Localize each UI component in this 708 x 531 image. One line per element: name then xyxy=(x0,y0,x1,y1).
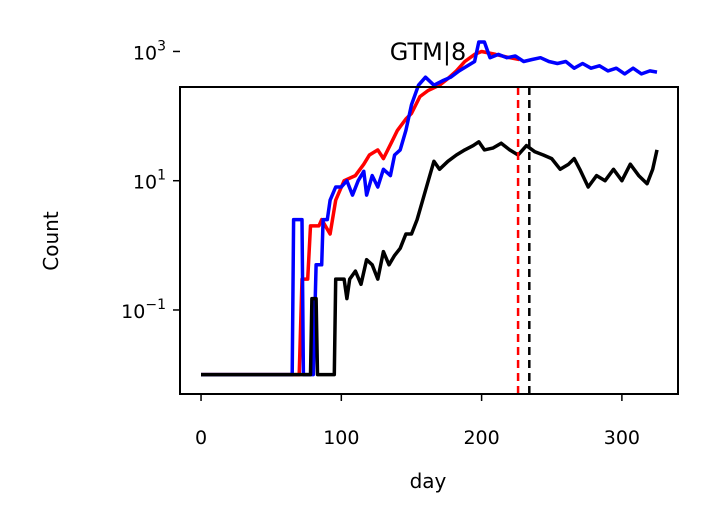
plot-area xyxy=(201,40,659,394)
x-tick-label: 300 xyxy=(604,427,640,449)
y-tick-label: 101 xyxy=(133,168,166,194)
series-line-1 xyxy=(201,40,658,377)
chart-title: GTM|8 xyxy=(390,38,466,66)
y-axis-label: Count xyxy=(39,211,63,271)
y-tick-label: 10−1 xyxy=(121,297,166,323)
x-tick-label: 100 xyxy=(323,427,359,449)
series-line-2 xyxy=(201,140,659,377)
x-axis-label: day xyxy=(410,469,447,493)
x-axis-ticks: 0 100 200 300 xyxy=(195,394,640,449)
series-line-0 xyxy=(201,49,520,377)
x-tick-label: 0 xyxy=(195,427,207,449)
x-tick-label: 200 xyxy=(463,427,499,449)
y-tick-label: 103 xyxy=(133,38,166,64)
y-axis-ticks: 10−1 101 103 xyxy=(121,38,180,323)
plot-frame xyxy=(179,86,679,395)
